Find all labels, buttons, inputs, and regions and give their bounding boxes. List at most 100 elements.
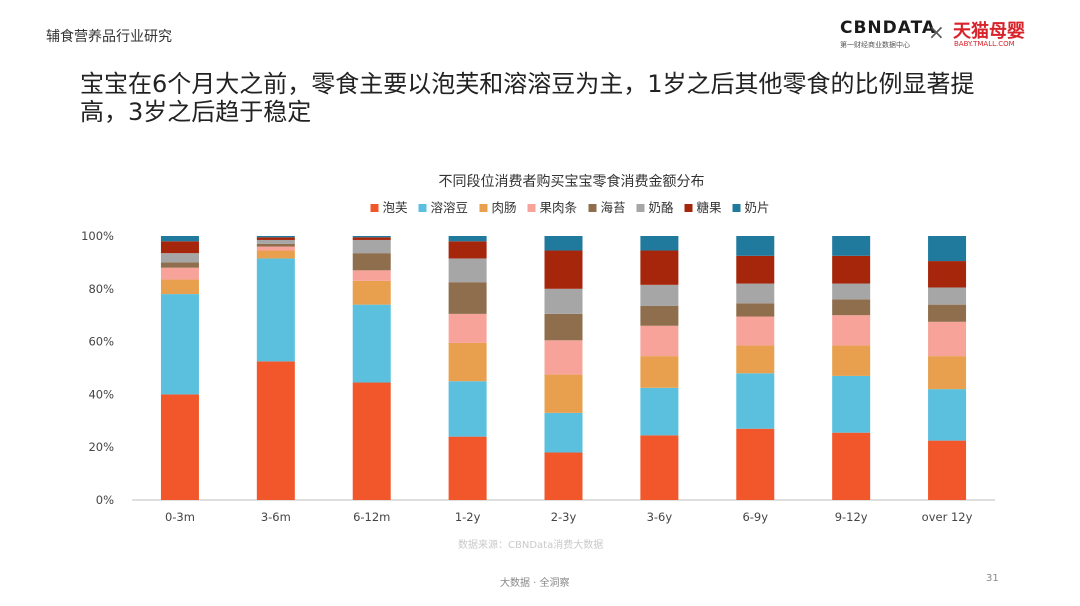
bar-segment (448, 381, 487, 437)
bar-segment (736, 236, 775, 256)
legend-label: 果肉条 (540, 200, 578, 215)
bar-segment (640, 356, 679, 388)
legend-swatch (418, 204, 427, 212)
bar-segment (832, 345, 871, 376)
legend-swatch (479, 204, 488, 212)
bar-segment (736, 303, 775, 317)
x-tick-label: 6-12m (353, 510, 390, 524)
bar-segment (448, 342, 487, 382)
bar-segment (736, 283, 775, 304)
x-tick-label: 6-9y (742, 510, 768, 524)
legend-label: 溶溶豆 (431, 200, 469, 215)
bar-segment (352, 236, 391, 238)
bar-segment (256, 246, 295, 251)
bar-segment (832, 236, 871, 256)
bar-segment (544, 288, 583, 314)
bar-segment (928, 304, 967, 322)
bar-segment (544, 313, 583, 341)
bar-segment (544, 452, 583, 500)
legend-label: 糖果 (697, 200, 723, 215)
bar-segment (736, 316, 775, 346)
bar-segment (928, 321, 967, 357)
bar-segment (352, 237, 391, 240)
bar-segment (352, 382, 391, 500)
bar-segment (256, 243, 295, 247)
bar-segment (448, 313, 487, 343)
bar-segment (160, 279, 199, 295)
bar-segment (256, 236, 295, 238)
bar-segment (544, 412, 583, 453)
bar-segment (448, 258, 487, 283)
bar-segment (256, 237, 295, 240)
bar-segment (160, 262, 199, 268)
x-tick-label: over 12y (922, 510, 973, 524)
bar-segment (544, 340, 583, 375)
bar-segment (448, 282, 487, 314)
bar-segment (544, 236, 583, 251)
bar-segment (448, 236, 487, 242)
x-tick-label: 1-2y (455, 510, 481, 524)
bar-segment (832, 375, 871, 433)
tmall-baby-logo-url: BABY.TMALL.COM (954, 40, 1015, 48)
section-label: 辅食营养品行业研究 (46, 29, 172, 45)
bar-segment (736, 255, 775, 284)
bar-segment (928, 236, 967, 262)
bar-segment (640, 284, 679, 306)
bar-segment (160, 253, 199, 263)
y-tick-label: 100% (81, 229, 114, 243)
bar-segment (544, 374, 583, 413)
bar-segment (928, 287, 967, 305)
bar-segment (160, 267, 199, 280)
chart-title: 不同段位消费者购买宝宝零食消费金额分布 (439, 173, 705, 190)
y-tick-label: 80% (88, 282, 114, 296)
bar-segment (640, 250, 679, 285)
brand-logos: CBNDATA 第一财经商业数据中心 × 天猫母婴 BABY.TMALL.COM (840, 18, 1040, 52)
y-tick-label: 20% (88, 440, 114, 454)
legend-label: 奶片 (745, 200, 770, 215)
legend-swatch (684, 204, 693, 212)
y-tick-label: 60% (88, 335, 114, 349)
bar-segment (832, 315, 871, 346)
bar-segment (640, 325, 679, 357)
legend-swatch (527, 204, 536, 212)
bar-segment (448, 241, 487, 259)
bar-segment (256, 258, 295, 362)
bar-segment (160, 241, 199, 254)
legend-swatch (732, 204, 741, 212)
bar-segment (736, 373, 775, 429)
bar-segment (736, 345, 775, 374)
x-tick-label: 0-3m (165, 510, 195, 524)
y-tick-label: 0% (96, 493, 114, 507)
bar-segment (256, 361, 295, 500)
footer-slogan: 大数据 · 全洞察 (500, 578, 570, 589)
bar-segment (928, 440, 967, 500)
bar-segment (832, 432, 871, 500)
legend-label: 泡芙 (383, 200, 409, 215)
bar-segment (832, 299, 871, 316)
legend-label: 奶酪 (649, 200, 675, 215)
bar-segment (160, 394, 199, 500)
bar-segment (640, 387, 679, 436)
bar-segment (640, 435, 679, 500)
tmall-baby-logo: 天猫母婴 (953, 21, 1025, 42)
legend-swatch (370, 204, 379, 212)
bar-segment (352, 304, 391, 383)
bar-segment (256, 239, 295, 244)
bar-segment (640, 236, 679, 251)
y-tick-label: 40% (88, 387, 114, 401)
legend-swatch (636, 204, 645, 212)
bar-segment (928, 261, 967, 288)
x-tick-label: 2-3y (551, 510, 577, 524)
x-tick-label: 3-6m (261, 510, 291, 524)
bar-segment (256, 250, 295, 259)
bar-segment (448, 436, 487, 500)
bar-segment (352, 270, 391, 281)
bar-segment (160, 236, 199, 242)
legend-label: 海苔 (601, 200, 626, 215)
x-tick-label: 3-6y (647, 510, 673, 524)
bar-segment (640, 305, 679, 326)
data-source-note: 数据来源：CBNData消费大数据 (458, 540, 604, 551)
collab-times-icon: × (928, 20, 945, 44)
x-tick-label: 9-12y (835, 510, 868, 524)
bar-segment (928, 389, 967, 441)
